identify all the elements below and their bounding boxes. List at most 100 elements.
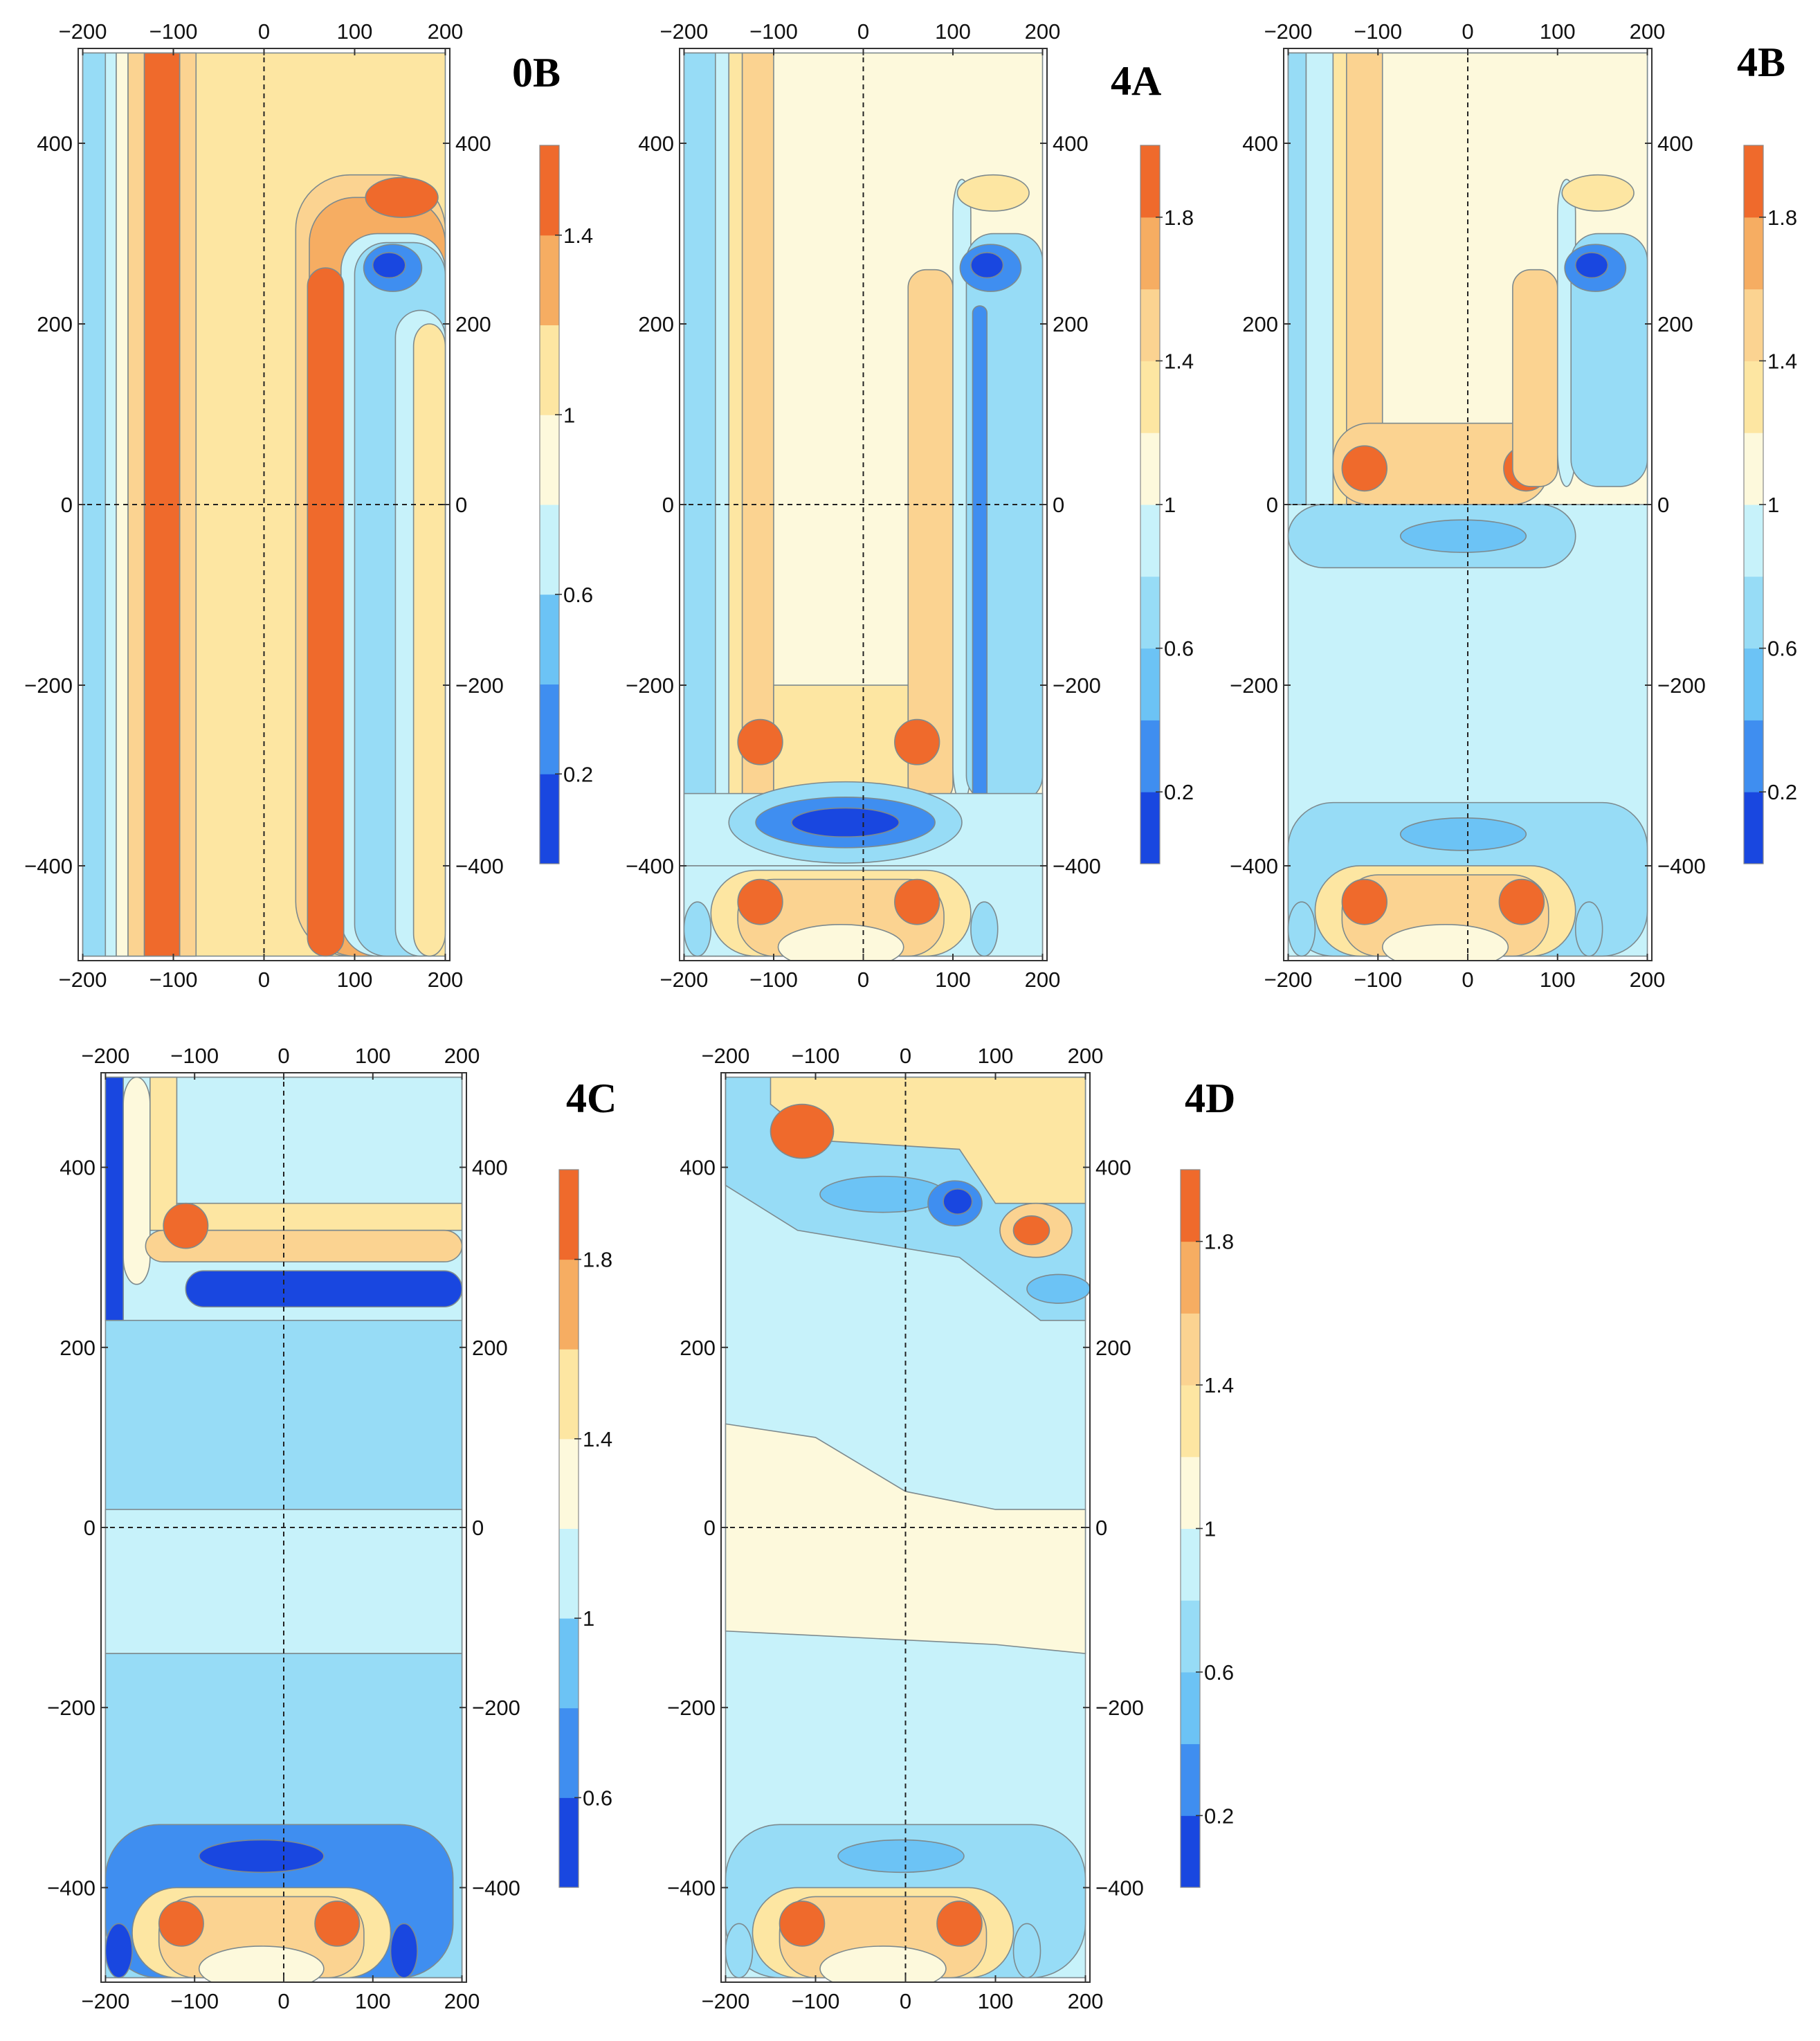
panel-4b-region-23 — [1381, 924, 1509, 961]
panel-0b-colorbar-band — [540, 594, 559, 684]
panel-4b-region-2 — [1287, 52, 1307, 505]
panel-4d-xtick-top-label: −200 — [702, 1044, 750, 1068]
panel-4b-colorbar-tick-label: 1 — [1767, 493, 1779, 517]
panel-4d-ytick-right-label: 400 — [1095, 1156, 1131, 1180]
panel-4b-xtick-top-label: −100 — [1354, 19, 1402, 44]
panel-4a-region-16 — [791, 807, 900, 838]
panel-4a-xtick-top-label: 0 — [857, 19, 869, 44]
panel-4c-region-15 — [158, 1901, 204, 1947]
panel-0b-region-1 — [82, 52, 107, 957]
panel-4c-region-18 — [104, 1923, 133, 1979]
panel-4b-region-11 — [1512, 269, 1558, 487]
panel-4c-ytick-right-label: 400 — [472, 1156, 508, 1180]
panel-4c-region-16 — [314, 1901, 361, 1947]
panel-4a-colorbar-band — [1140, 361, 1160, 433]
panel-4a-region-22 — [737, 878, 783, 925]
panel-4b-ytick-left-label: −200 — [1230, 673, 1278, 698]
panel-4c-label: 4C — [566, 1076, 617, 1121]
panel-4c-ytick-right-label: 200 — [472, 1336, 508, 1360]
panel-4a-colorbar-tick-label: 0.6 — [1164, 637, 1194, 661]
panel-4c-ytick-left-label: −400 — [47, 1876, 95, 1900]
panel-4d-colorbar-band — [1181, 1241, 1200, 1314]
panel-4d-xtick-bottom-label: −200 — [702, 1989, 750, 2013]
panel-4b-xtick-bottom-label: 0 — [1462, 968, 1473, 992]
panel-0b-label: 0B — [512, 50, 561, 96]
panel-0b-xtick-top-label: 200 — [428, 19, 464, 44]
panel-4b-region-18 — [1399, 817, 1527, 851]
panel-4d-colorbar-band — [1181, 1385, 1200, 1458]
panel-4a-region-10 — [956, 174, 1030, 212]
panel-4d-label: 4D — [1185, 1076, 1235, 1121]
panel-4d-xtick-bottom-label: 200 — [1068, 1989, 1104, 2013]
panel-0b-colorbar-tick-label: 0.6 — [563, 583, 593, 607]
panel-0b-ytick-left-label: −200 — [24, 673, 73, 698]
panel-4a-ytick-right-label: −200 — [1053, 673, 1101, 698]
panel-4a-colorbar-band — [1140, 289, 1160, 361]
panel-4b-colorbar-band — [1744, 361, 1763, 433]
panel-4b-xtick-top-label: 0 — [1462, 19, 1473, 44]
panel-4b-xtick-top-label: 200 — [1630, 19, 1666, 44]
panel-4b-xtick-bottom-label: −200 — [1264, 968, 1313, 992]
panel-4c-xtick-top-label: −200 — [82, 1044, 130, 1068]
panel-0b-ytick-right-label: −200 — [455, 673, 504, 698]
panel-4d-colorbar-tick-label: 0.6 — [1204, 1660, 1234, 1685]
panel-4b-colorbar-band — [1744, 433, 1763, 505]
panel-0b-region-14 — [365, 176, 439, 218]
panel-0b-colorbar-band — [540, 145, 559, 236]
panel-4d-xtick-bottom-label: 100 — [978, 1989, 1014, 2013]
panel-4b-ytick-left-label: 200 — [1242, 312, 1278, 336]
panel-0b-ytick-right-label: 400 — [455, 131, 491, 156]
panel-4c-colorbar-frame — [558, 1169, 579, 1888]
panel-4b-region-13 — [1570, 233, 1648, 487]
panel-4d-region-18 — [725, 1923, 754, 1979]
panel-4c-region-5 — [176, 1202, 463, 1231]
panel-4b-region-3 — [1305, 52, 1334, 505]
panel-4d-ytick-left-label: 0 — [704, 1516, 716, 1540]
panel-4a-region-24 — [777, 924, 904, 961]
panel-4d-region-12 — [837, 1839, 965, 1874]
panel-4a-xtick-top-label: 100 — [935, 19, 971, 44]
panel-4d-region-19 — [1012, 1923, 1041, 1979]
panel-0b-colorbar-band — [540, 774, 559, 864]
panel-4d-region-15 — [779, 1901, 826, 1947]
panel-4b-region-24 — [1287, 901, 1316, 957]
panel-4b-colorbar-tick-label: 0.6 — [1767, 637, 1797, 661]
panel-4c-ytick-right-label: −400 — [472, 1876, 520, 1900]
panel-4b-colorbar-band — [1744, 217, 1763, 290]
panel-4b-region-21 — [1341, 878, 1388, 925]
panel-0b-xtick-bottom-label: 0 — [258, 968, 270, 992]
panel-4c-xtick-bottom-label: −100 — [170, 1989, 219, 2013]
panel-4c-colorbar-band — [559, 1618, 579, 1709]
panel-4b-ytick-right-label: 0 — [1657, 493, 1669, 517]
panel-4c-colorbar-tick-label: 0.6 — [583, 1786, 612, 1810]
panel-4a-colorbar-band — [1140, 433, 1160, 505]
panel-4b-region-22 — [1498, 878, 1545, 925]
panel-4c-ytick-right-label: −200 — [472, 1696, 520, 1720]
panel-4b-region-7 — [1399, 519, 1527, 553]
panel-4c-xtick-top-label: 100 — [355, 1044, 391, 1068]
panel-0b-xtick-bottom-label: 100 — [337, 968, 373, 992]
panel-4a-region-17 — [737, 718, 783, 765]
panel-4a-ytick-left-label: 200 — [638, 312, 674, 336]
panel-0b-ytick-left-label: 200 — [37, 312, 73, 336]
panel-4d-colorbar-band — [1181, 1313, 1200, 1386]
panel-4a-ytick-right-label: 200 — [1053, 312, 1089, 336]
panel-4a-region-23 — [894, 878, 940, 925]
panel-0b-region-16 — [372, 252, 406, 279]
panel-0b-colorbar: 1.4 1 0.6 0.2 — [539, 145, 593, 864]
panel-4d-ytick-right-label: −200 — [1095, 1696, 1144, 1720]
panel-4a-xtick-bottom-label: −200 — [660, 968, 709, 992]
panel-4a-colorbar-tick-label: 0.2 — [1164, 780, 1194, 804]
panel-4d-ytick-left-label: −200 — [667, 1696, 716, 1720]
panel-4c-colorbar-band — [559, 1528, 579, 1619]
panel-4d-colorbar-tick-label: 0.2 — [1204, 1804, 1234, 1828]
panel-4d-region-9 — [1026, 1273, 1090, 1304]
panel-4d-colorbar-band — [1181, 1600, 1200, 1673]
panel-0b-ytick-right-label: −400 — [455, 854, 504, 878]
panel-4a-colorbar-band — [1140, 505, 1160, 577]
panel-4d-xtick-top-label: 200 — [1068, 1044, 1104, 1068]
panel-4d-colorbar-band — [1181, 1528, 1200, 1601]
panel-4a-region-25 — [683, 901, 712, 957]
panel-4a-colorbar-band — [1140, 792, 1160, 864]
